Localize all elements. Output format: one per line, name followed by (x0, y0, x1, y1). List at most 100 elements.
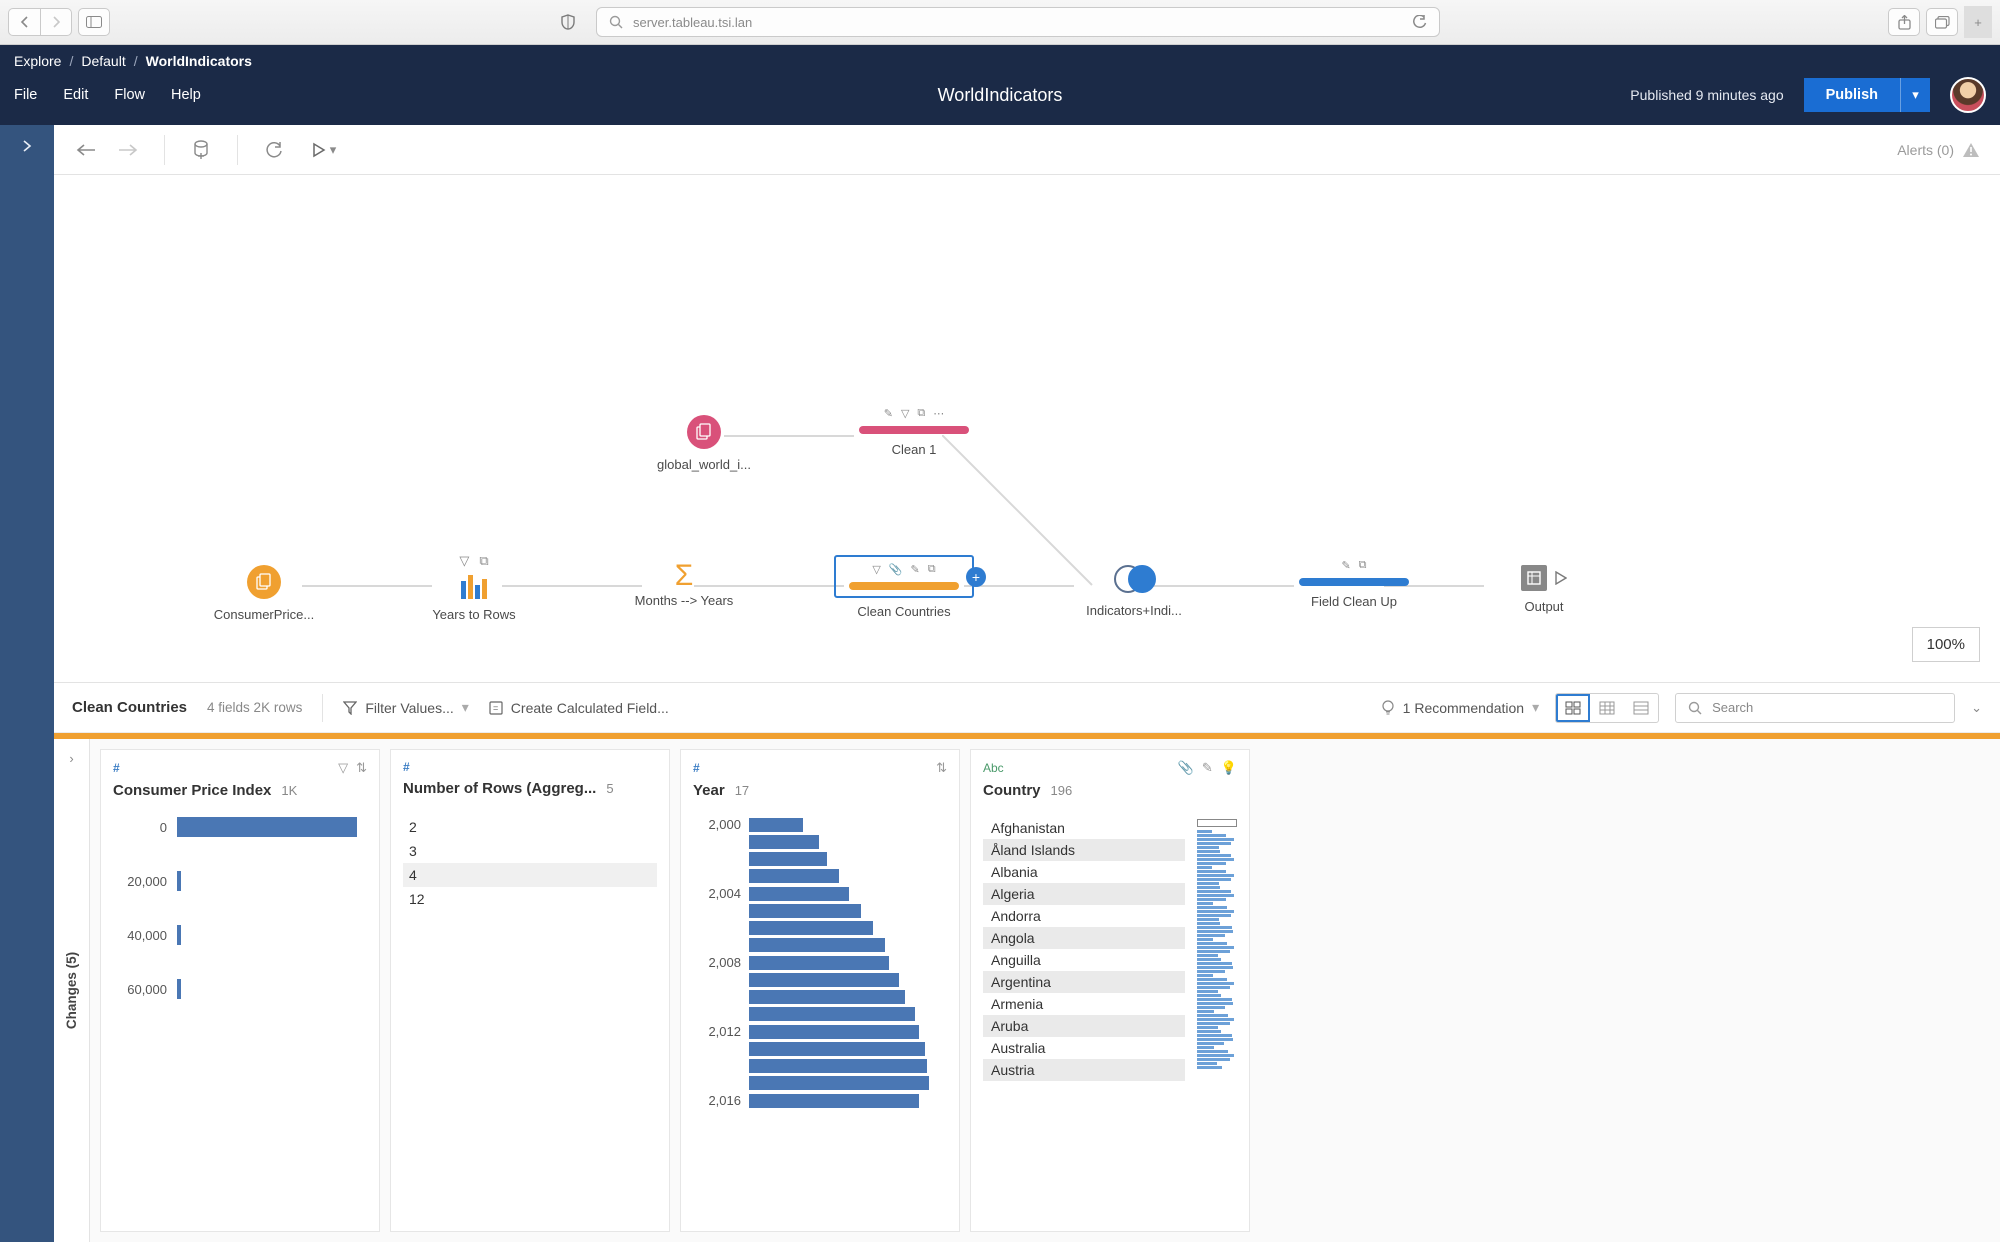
node-clean-countries[interactable]: ▽📎✎⧉ + Clean Countries (834, 555, 974, 619)
play-icon[interactable] (1555, 571, 1567, 585)
shield-icon[interactable] (552, 8, 584, 36)
year-row[interactable]: 2,016 (693, 1093, 947, 1108)
histogram-row[interactable]: 60,000 (113, 979, 367, 999)
country-row[interactable]: Åland Islands (983, 839, 1185, 861)
menu-edit[interactable]: Edit (63, 87, 88, 103)
filter-icon: ▽ (459, 553, 469, 569)
year-row[interactable] (693, 938, 947, 952)
histogram-row[interactable]: 40,000 (113, 925, 367, 945)
year-row[interactable] (693, 1007, 947, 1021)
node-clean1[interactable]: ✎▽⧉⋯ Clean 1 (844, 407, 984, 457)
changes-panel-tab[interactable]: › Changes (5) (54, 739, 90, 1242)
year-row[interactable]: 2,012 (693, 1024, 947, 1039)
view-profile-button[interactable] (1556, 694, 1590, 722)
recommendation-action[interactable]: 1 Recommendation ▾ (1381, 699, 1539, 716)
new-tab-button[interactable]: + (1964, 6, 1992, 38)
year-row[interactable] (693, 990, 947, 1004)
sort-icon[interactable]: ⇅ (356, 760, 367, 776)
minimap-row (1197, 1066, 1222, 1069)
sort-icon[interactable]: ⇅ (936, 760, 947, 776)
calc-field-action[interactable]: = Create Calculated Field... (489, 700, 669, 716)
year-row[interactable] (693, 1042, 947, 1056)
view-grid-button[interactable] (1590, 694, 1624, 722)
publish-caret[interactable]: ▾ (1900, 78, 1930, 112)
country-row[interactable]: Andorra (983, 905, 1185, 927)
country-row[interactable]: Aruba (983, 1015, 1185, 1037)
collapse-icon[interactable]: ⌄ (1971, 700, 1982, 716)
year-row[interactable] (693, 835, 947, 849)
node-global[interactable]: global_world_i... (634, 415, 774, 472)
value-row[interactable]: 2 (403, 815, 657, 839)
tabs-button[interactable] (1926, 8, 1958, 36)
calc-icon: = (489, 701, 503, 715)
minimap-row (1197, 918, 1219, 921)
breadcrumb-default[interactable]: Default (81, 53, 125, 69)
breadcrumb-explore[interactable]: Explore (14, 53, 61, 69)
back-icon[interactable] (74, 138, 98, 162)
run-icon[interactable]: ▾ (304, 138, 344, 162)
node-pivot[interactable]: ▽⧉ Years to Rows (404, 553, 544, 622)
year-row[interactable] (693, 1076, 947, 1090)
year-row[interactable]: 2,008 (693, 955, 947, 970)
column-count: 1K (281, 783, 297, 798)
address-bar[interactable]: server.tableau.tsi.lan (596, 7, 1440, 37)
view-list-button[interactable] (1624, 694, 1658, 722)
country-row[interactable]: Austria (983, 1059, 1185, 1081)
reload-icon[interactable] (1412, 15, 1427, 30)
avatar[interactable] (1950, 77, 1986, 113)
filter-values-action[interactable]: Filter Values... ▾ (343, 699, 468, 716)
alerts-label[interactable]: Alerts (0) (1897, 142, 1954, 158)
country-row[interactable]: Afghanistan (983, 817, 1185, 839)
nav-back-button[interactable] (8, 8, 40, 36)
zoom-level[interactable]: 100% (1912, 627, 1980, 662)
histogram-row[interactable]: 20,000 (113, 871, 367, 891)
filter-icon[interactable]: ▽ (338, 760, 348, 776)
search-input[interactable]: Search (1675, 693, 1955, 723)
value-row[interactable]: 12 (403, 887, 657, 911)
year-row[interactable] (693, 904, 947, 918)
year-row[interactable]: 2,004 (693, 886, 947, 901)
country-row[interactable]: Angola (983, 927, 1185, 949)
column-card-country[interactable]: Abc 📎✎💡 Country 196 AfghanistanÅland Isl… (970, 749, 1250, 1232)
node-consumer[interactable]: ConsumerPrice... (194, 565, 334, 622)
menu-file[interactable]: File (14, 87, 37, 103)
node-join[interactable]: Indicators+Indi... (1064, 565, 1204, 618)
histogram-row[interactable]: 0 (113, 817, 367, 837)
rename-icon[interactable]: ✎ (1202, 760, 1213, 776)
value-row[interactable]: 3 (403, 839, 657, 863)
country-row[interactable]: Anguilla (983, 949, 1185, 971)
publish-button[interactable]: Publish ▾ (1804, 78, 1930, 112)
nav-forward-button[interactable] (40, 8, 72, 36)
clip-icon[interactable]: 📎 (1178, 760, 1194, 776)
refresh-icon[interactable] (262, 138, 286, 162)
menu-flow[interactable]: Flow (114, 87, 145, 103)
country-row[interactable]: Argentina (983, 971, 1185, 993)
country-row[interactable]: Albania (983, 861, 1185, 883)
year-row[interactable] (693, 921, 947, 935)
year-row[interactable]: 2,000 (693, 817, 947, 832)
year-row[interactable] (693, 852, 947, 866)
minimap-cursor[interactable] (1197, 819, 1237, 827)
sidebar-toggle-button[interactable] (78, 8, 110, 36)
country-row[interactable]: Australia (983, 1037, 1185, 1059)
forward-icon[interactable] (116, 138, 140, 162)
bulb-icon[interactable]: 💡 (1221, 760, 1237, 776)
expand-rail-icon[interactable] (22, 139, 32, 1242)
column-card-nrows[interactable]: # Number of Rows (Aggreg... 5 23412 (390, 749, 670, 1232)
flow-canvas[interactable]: global_world_i... ✎▽⧉⋯ Clean 1 ConsumerP… (54, 175, 2000, 682)
datasource-icon[interactable] (189, 138, 213, 162)
column-card-year[interactable]: # ⇅ Year 17 2,0002,0042,0082,0122,016 (680, 749, 960, 1232)
year-row[interactable] (693, 1059, 947, 1073)
menu-help[interactable]: Help (171, 87, 201, 103)
add-step-button[interactable]: + (966, 567, 986, 587)
year-row[interactable] (693, 973, 947, 987)
year-row[interactable] (693, 869, 947, 883)
node-output[interactable]: Output (1474, 565, 1614, 614)
node-field-cleanup[interactable]: ✎⧉ Field Clean Up (1284, 559, 1424, 609)
node-aggregate[interactable]: Σ Months --> Years (614, 559, 754, 608)
country-row[interactable]: Armenia (983, 993, 1185, 1015)
share-button[interactable] (1888, 8, 1920, 36)
country-row[interactable]: Algeria (983, 883, 1185, 905)
value-row[interactable]: 4 (403, 863, 657, 887)
column-card-cpi[interactable]: # ▽⇅ Consumer Price Index 1K 020,00040,0… (100, 749, 380, 1232)
